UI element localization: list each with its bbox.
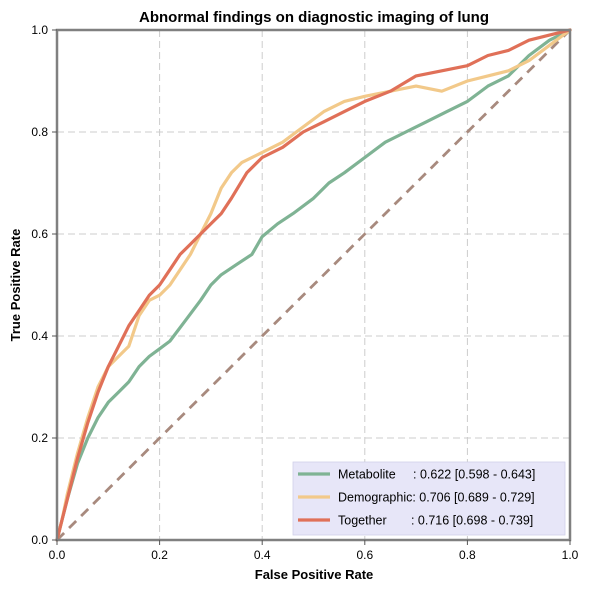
chart-title: Abnormal findings on diagnostic imaging … xyxy=(139,9,489,26)
legend-label-metabolite: Metabolite : 0.622 [0.598 - 0.643] xyxy=(338,468,535,482)
legend-label-demographic: Demographic: 0.706 [0.689 - 0.729] xyxy=(338,491,535,505)
x-tick-label: 0.8 xyxy=(459,548,476,562)
plot-frame xyxy=(55,28,572,542)
x-tick-label: 0.4 xyxy=(254,548,271,562)
reference-diagonal xyxy=(56,29,571,541)
x-tick-label: 0.0 xyxy=(49,548,66,562)
y-tick-label: 1.0 xyxy=(31,23,48,37)
x-tick-label: 0.2 xyxy=(151,548,168,562)
series-line-metabolite xyxy=(55,28,572,542)
series-line-together xyxy=(55,28,572,542)
y-tick-label: 0.4 xyxy=(31,329,48,343)
x-tick-label: 1.0 xyxy=(562,548,579,562)
x-axis-ticks: 0.0 0.2 0.4 0.6 0.8 1.0 xyxy=(49,540,579,562)
y-tick-label: 0.2 xyxy=(31,431,48,445)
y-axis-label: True Positive Rate xyxy=(8,229,23,342)
y-tick-label: 0.6 xyxy=(31,227,48,241)
y-tick-label: 0.0 xyxy=(31,533,48,547)
grid-lines xyxy=(57,30,570,540)
legend-label-together: Together : 0.716 [0.698 - 0.739] xyxy=(338,514,533,528)
legend-box xyxy=(292,461,566,536)
x-axis-label: False Positive Rate xyxy=(255,567,374,582)
series-lines xyxy=(55,28,572,542)
y-tick-label: 0.8 xyxy=(31,125,48,139)
y-axis-ticks: 0.0 0.2 0.4 0.6 0.8 1.0 xyxy=(31,23,57,547)
chance-line xyxy=(56,29,571,541)
legend: Metabolite : 0.622 [0.598 - 0.643] Demogr… xyxy=(292,461,566,536)
x-tick-label: 0.6 xyxy=(356,548,373,562)
